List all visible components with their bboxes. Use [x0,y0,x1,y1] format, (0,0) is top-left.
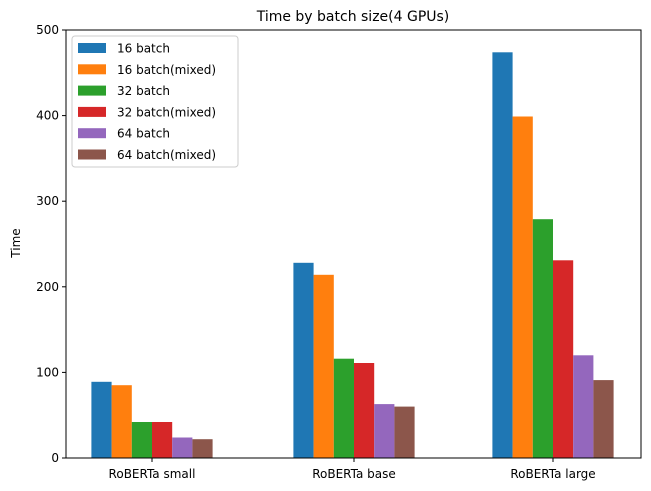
bar-1-5 [394,406,415,458]
legend: 16 batch 16 batch(mixed) 32 batch 32 batch(… [71,35,239,168]
legend-swatch-0 [78,43,106,53]
bar-2-2 [532,219,553,458]
bar-1-3 [354,363,375,458]
legend-box [71,35,239,168]
legend-label-5: 64 batch(mixed) [117,148,216,162]
bar-0-1 [111,385,132,458]
y-tick-label-0: 0 [51,451,59,465]
y-tick-label-3: 300 [36,194,59,208]
bar-2-1 [512,116,533,458]
y-tick-label-4: 400 [36,109,59,123]
legend-label-4: 64 batch [117,127,170,141]
legend-label-1: 16 batch(mixed) [117,63,216,77]
plot-frame [65,29,642,459]
legend-swatch-1 [78,64,106,75]
legend-label-0: 16 batch [117,42,170,56]
bar-2-3 [553,260,574,458]
legend-swatch-5 [78,149,106,160]
x-tick-label-2: RoBERTa large [510,467,595,481]
bar-1-1 [313,274,334,458]
legend-swatch-3 [78,106,106,117]
y-tick-label-1: 100 [36,365,59,379]
bar-1-0 [293,262,314,458]
x-tick-label-0: RoBERTa small [109,467,196,481]
bars-group [91,52,614,459]
y-tick-label-5: 500 [36,23,59,37]
bar-2-0 [492,52,513,459]
bar-0-5 [192,439,213,458]
y-ticks-group: 0 100 200 300 400 500 [36,23,66,465]
chart-title: Time by batch size(4 GPUs) [256,9,450,25]
bar-2-4 [573,355,594,458]
legend-label-3: 32 batch(mixed) [117,105,216,119]
y-axis-label: Time [9,228,23,258]
x-tick-label-1: RoBERTa base [312,467,396,481]
bar-0-0 [91,381,112,458]
legend-swatch-4 [78,128,106,139]
legend-swatch-2 [78,85,106,96]
bar-2-5 [593,380,614,458]
legend-label-2: 32 batch [117,84,170,98]
bar-1-2 [333,358,354,458]
bar-0-4 [172,437,193,458]
bar-1-4 [374,404,395,458]
y-tick-label-2: 200 [36,280,59,294]
x-ticks-group: RoBERTa small RoBERTa base RoBERTa large [109,458,596,481]
bar-0-3 [152,422,173,458]
bar-0-2 [131,422,152,458]
